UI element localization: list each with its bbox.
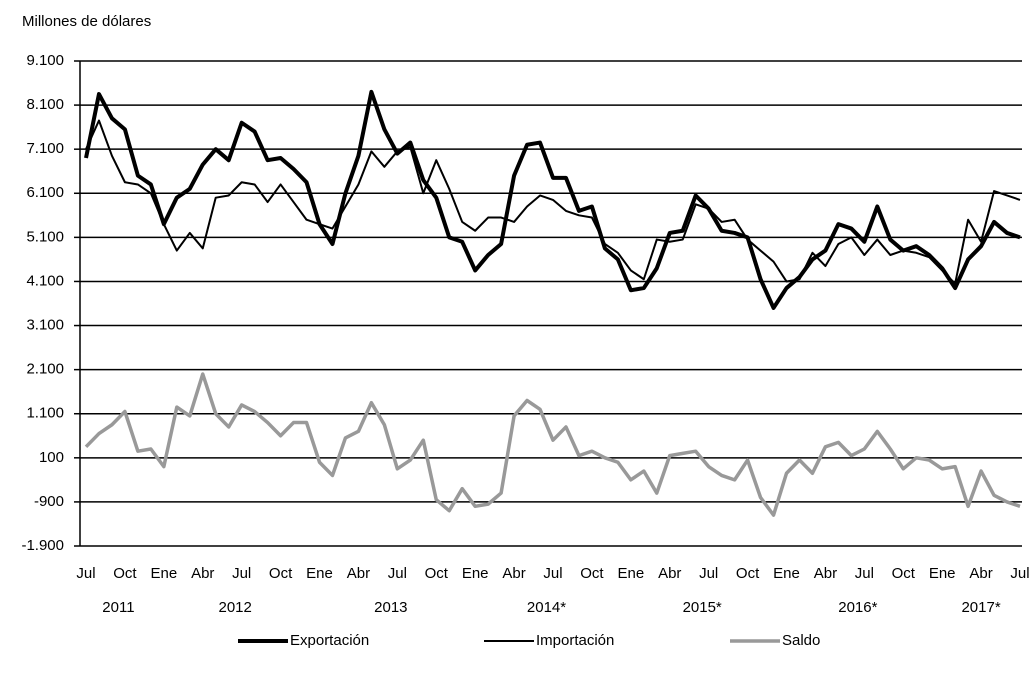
x-tick-label: Oct xyxy=(113,565,137,582)
y-tick-label: 2.100 xyxy=(26,361,64,378)
y-axis-label: Millones de dólares xyxy=(22,13,151,30)
year-label: 2014* xyxy=(527,599,566,616)
x-tick-label: Oct xyxy=(892,565,916,582)
x-tick-label: Jul xyxy=(76,565,95,582)
x-tick-label: Abr xyxy=(658,565,681,582)
x-tick-label: Jul xyxy=(699,565,718,582)
y-tick-label: 100 xyxy=(39,449,64,466)
x-tick-label: Ene xyxy=(462,565,489,582)
y-tick-label: 7.100 xyxy=(26,140,64,157)
year-label: 2011 xyxy=(102,599,134,616)
x-tick-label: Abr xyxy=(814,565,837,582)
legend-label: Importación xyxy=(536,632,614,649)
x-tick-label: Ene xyxy=(306,565,333,582)
data-line xyxy=(84,89,1021,310)
x-tick-label: Abr xyxy=(969,565,992,582)
x-tick-label: Oct xyxy=(580,565,604,582)
year-label: 2013 xyxy=(374,599,407,616)
x-tick-label: Abr xyxy=(502,565,525,582)
y-tick-label: 1.100 xyxy=(26,405,64,422)
legend-label: Exportación xyxy=(290,632,369,649)
x-tick-label: Jul xyxy=(232,565,251,582)
y-tick-label: 5.100 xyxy=(26,228,64,245)
x-tick-label: Jul xyxy=(1010,565,1029,582)
x-tick-label: Ene xyxy=(617,565,644,582)
x-tick-label: Abr xyxy=(347,565,370,582)
x-tick-label: Ene xyxy=(773,565,800,582)
x-tick-label: Jul xyxy=(388,565,407,582)
legend-label: Saldo xyxy=(782,632,820,649)
x-tick-label: Abr xyxy=(191,565,214,582)
y-tick-label: -1.900 xyxy=(21,537,64,554)
year-label: 2016* xyxy=(838,599,877,616)
y-tick-label: -900 xyxy=(34,493,64,510)
year-label: 2015* xyxy=(683,599,722,616)
year-label: 2012 xyxy=(218,599,251,616)
year-label: 2017* xyxy=(961,599,1000,616)
data-line xyxy=(84,372,1021,517)
x-tick-label: Oct xyxy=(269,565,293,582)
y-tick-label: 8.100 xyxy=(26,96,64,113)
x-tick-label: Oct xyxy=(425,565,449,582)
y-tick-label: 6.100 xyxy=(26,184,64,201)
x-tick-label: Jul xyxy=(543,565,562,582)
x-tick-label: Ene xyxy=(929,565,956,582)
x-tick-label: Ene xyxy=(150,565,177,582)
y-tick-label: 4.100 xyxy=(26,272,64,289)
y-tick-label: 9.100 xyxy=(26,52,64,69)
data-line xyxy=(85,119,1021,285)
x-tick-label: Jul xyxy=(855,565,874,582)
x-tick-label: Oct xyxy=(736,565,760,582)
y-tick-label: 3.100 xyxy=(26,317,64,334)
